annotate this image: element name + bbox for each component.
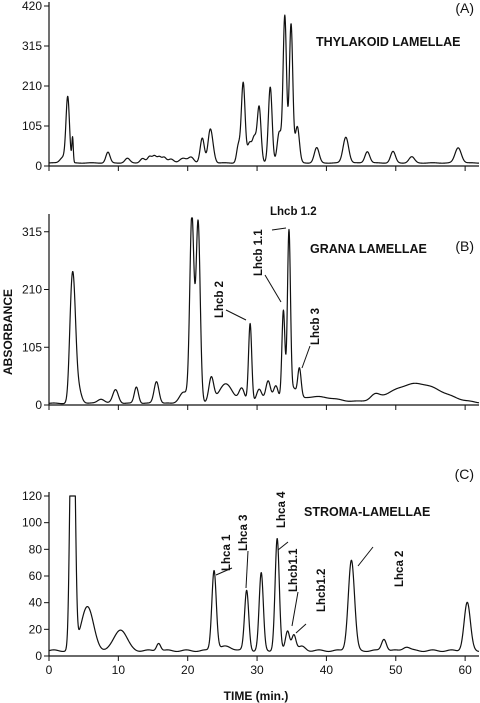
peak-label-lhcb-3: Lhcb 3 <box>310 308 322 345</box>
panel-c-x-tick-label: 50 <box>389 663 403 677</box>
peak-label-lhca-1: Lhca 1 <box>221 534 233 571</box>
panel-c-x-tick-label: 60 <box>458 663 472 677</box>
y-axis-label: ABSORBANCE <box>1 289 15 375</box>
panel-c-y-tick-label: 80 <box>29 542 43 556</box>
panel-c-y-tick-label: 0 <box>35 649 42 663</box>
panel-a-y-tick-label: 210 <box>22 79 42 93</box>
panel-a-trace <box>48 14 480 164</box>
panel-c-x-tick-label: 10 <box>112 663 126 677</box>
leader-lhca-1 <box>215 567 233 576</box>
leader-lhcb-2 <box>225 309 247 321</box>
panel-c-y-tick-label: 100 <box>22 516 42 530</box>
panel-b: (B) GRANA LAMELLAE 0 105 210 315 ABSORBANCE… <box>1 206 480 412</box>
panel-b-y-tick-label: 105 <box>22 340 42 354</box>
x-axis-label: TIME (min.) <box>224 689 289 703</box>
panel-c-y-tick-label: 120 <box>22 489 42 503</box>
panel-b-trace <box>48 217 480 405</box>
leader-lhcb1-1 <box>291 591 299 627</box>
peak-label-lhcb-1-1: Lhcb 1.1 <box>253 229 265 276</box>
leader-lhcb1-2 <box>295 623 307 634</box>
panel-c-y-tick-label: 40 <box>29 596 43 610</box>
panel-c-y-tick-label: 20 <box>29 622 43 636</box>
leader-lhca-4 <box>277 541 289 551</box>
panel-a-axes: 0 105 210 315 420 <box>22 0 479 173</box>
panel-c-title: STROMA-LAMELLAE <box>304 505 430 519</box>
panel-c-x-tick-label: 40 <box>320 663 334 677</box>
leader-lhcb-3 <box>301 345 311 369</box>
panel-b-y-tick-label: 315 <box>22 225 42 239</box>
panel-c: (C) STROMA-LAMELLAE 0 20 40 60 80 100 120 0 10 20… <box>22 466 480 703</box>
panel-b-y-tick-label: 210 <box>22 283 42 297</box>
panel-a-y-tick-label: 315 <box>22 39 42 53</box>
leader-lhcb-1-2 <box>271 227 287 231</box>
peak-label-lhca-4: Lhca 4 <box>276 491 288 528</box>
peak-label-lhca-3: Lhca 3 <box>238 515 250 551</box>
peak-label-lhcb1-2: Lhcb1.2 <box>316 569 328 612</box>
panel-c-label: (C) <box>455 466 474 482</box>
panel-c-x-tick-label: 30 <box>250 663 264 677</box>
panel-c-x-tick-label: 20 <box>181 663 195 677</box>
panel-b-y-tick-label: 0 <box>35 398 42 412</box>
leader-lhcb-1-1 <box>264 274 282 303</box>
leader-lhca-3 <box>245 550 249 589</box>
panel-b-title: GRANA LAMELLAE <box>310 242 427 256</box>
panel-a-y-tick-label: 0 <box>35 159 42 173</box>
panel-a-y-tick-label: 105 <box>22 119 42 133</box>
panel-b-axes: 0 105 210 315 <box>22 214 479 412</box>
panel-a: (A) THYLAKOID LAMELLAE 0 105 210 315 420 <box>22 0 480 173</box>
panel-a-label: (A) <box>455 0 474 16</box>
peak-label-lhcb-1-2: Lhcb 1.2 <box>270 206 317 218</box>
peak-label-lhcb-2: Lhcb 2 <box>214 281 226 318</box>
panel-c-x-tick-label: 0 <box>46 663 53 677</box>
panel-a-y-tick-label: 420 <box>22 0 42 13</box>
leader-lhca-2 <box>357 546 374 567</box>
panel-c-y-tick-label: 60 <box>29 569 43 583</box>
peak-label-lhcb1-1: Lhcb1.1 <box>288 548 300 592</box>
panel-c-axes: 0 20 40 60 80 100 120 0 10 20 30 40 50 60 <box>22 489 479 677</box>
peak-label-lhca-2: Lhca 2 <box>394 551 406 587</box>
panel-b-label: (B) <box>455 238 474 254</box>
panel-a-title: THYLAKOID LAMELLAE <box>316 35 460 49</box>
panel-c-trace <box>48 495 480 653</box>
